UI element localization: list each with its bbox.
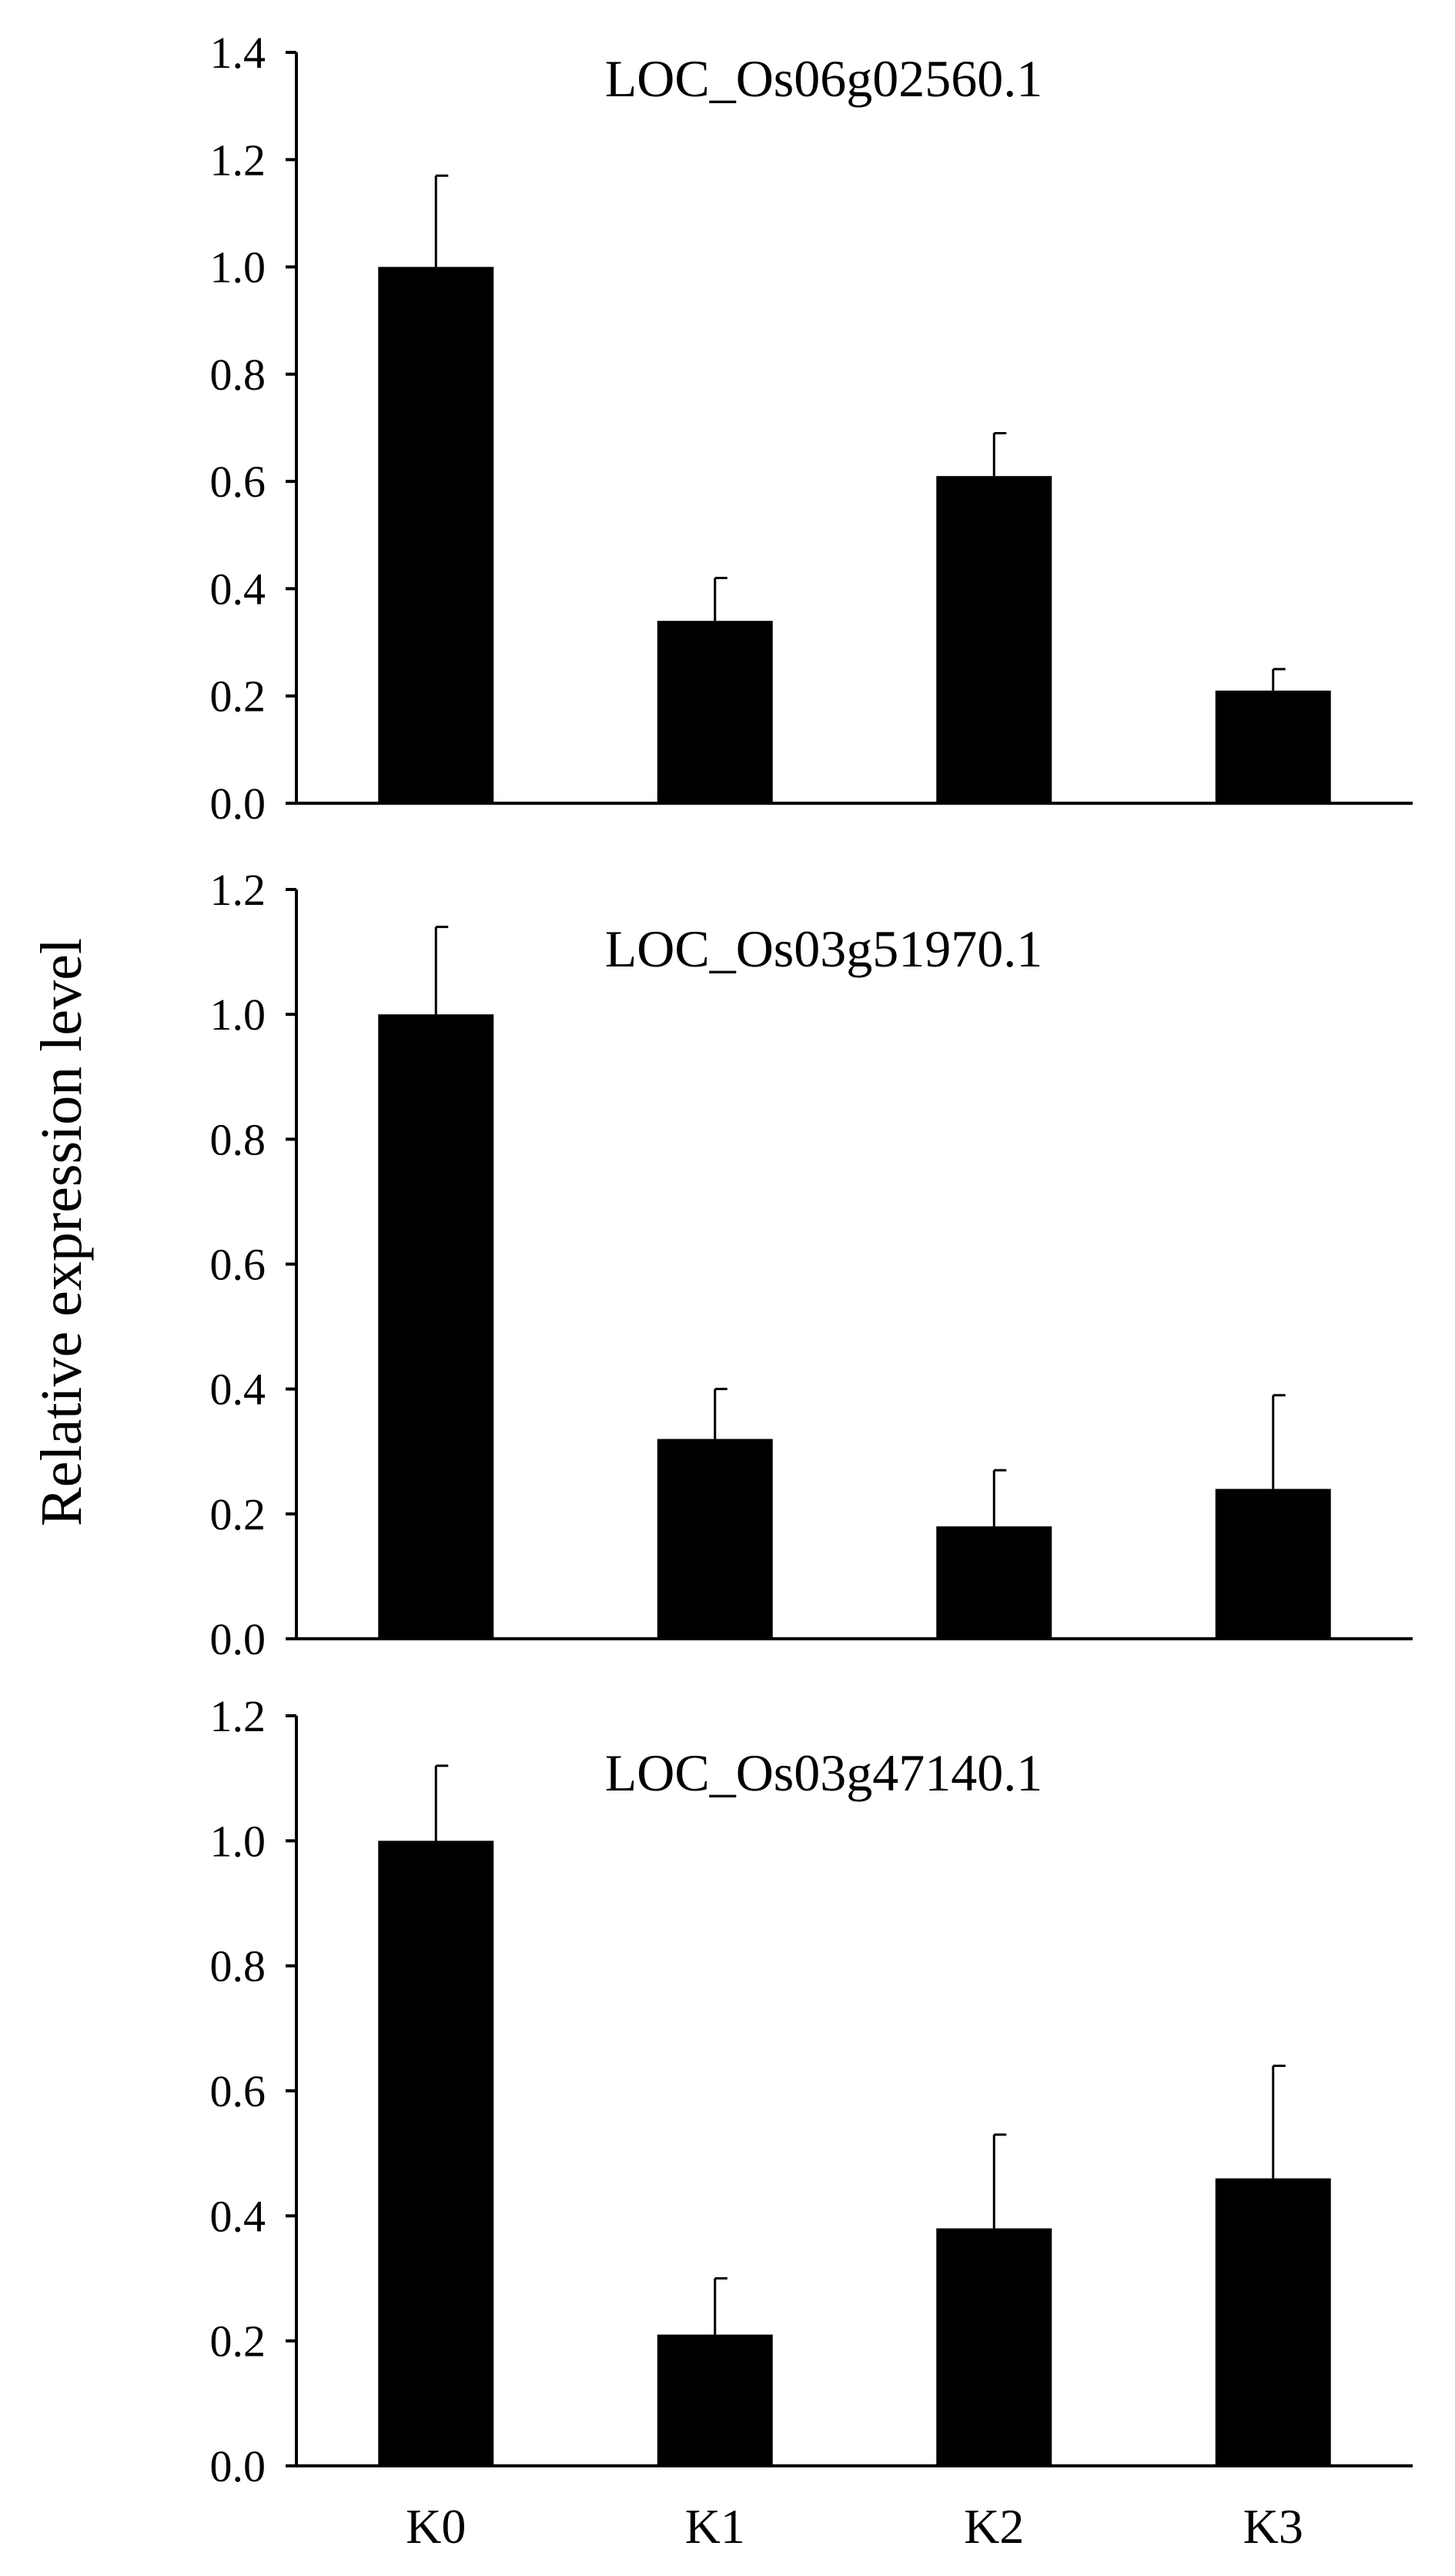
y-tick-label: 0.2 — [210, 1489, 266, 1539]
y-tick-label: 0.8 — [210, 1114, 266, 1164]
y-tick-label: 0.8 — [210, 1941, 266, 1991]
y-tick-label: 1.4 — [210, 28, 266, 78]
y-tick-label: 1.2 — [210, 865, 266, 915]
bar — [936, 476, 1052, 803]
y-tick-label: 1.0 — [210, 1816, 266, 1866]
y-tick-label: 0.2 — [210, 672, 266, 722]
y-tick-label: 0.6 — [210, 457, 266, 507]
bar — [1215, 2178, 1331, 2466]
y-tick-label: 0.2 — [210, 2316, 266, 2367]
bar — [657, 2334, 773, 2466]
y-tick-label: 1.0 — [210, 243, 266, 293]
bar — [936, 2228, 1052, 2466]
bar — [378, 1841, 494, 2466]
y-tick-label: 0.0 — [210, 1614, 266, 1664]
bar — [657, 621, 773, 803]
bar — [1215, 1489, 1331, 1639]
panel-title: LOC_Os03g51970.1 — [605, 920, 1043, 978]
y-tick-label: 1.0 — [210, 990, 266, 1040]
y-tick-label: 0.0 — [210, 779, 266, 829]
x-category-label: K1 — [685, 2499, 745, 2554]
y-tick-label: 0.0 — [210, 2441, 266, 2491]
bar — [378, 1014, 494, 1639]
panel-title: LOC_Os06g02560.1 — [605, 49, 1043, 108]
bar — [1215, 690, 1331, 803]
x-category-label: K3 — [1243, 2499, 1303, 2554]
y-tick-label: 0.6 — [210, 2066, 266, 2116]
y-tick-label: 0.4 — [210, 2191, 266, 2241]
bar — [378, 266, 494, 804]
panel-title: LOC_Os03g47140.1 — [605, 1744, 1043, 1802]
bar — [936, 1526, 1052, 1639]
y-tick-label: 0.6 — [210, 1240, 266, 1290]
y-tick-label: 0.4 — [210, 1365, 266, 1415]
y-tick-label: 1.2 — [210, 135, 266, 185]
y-tick-label: 1.2 — [210, 1691, 266, 1741]
y-axis-label: Relative expression level — [29, 938, 94, 1526]
x-category-label: K2 — [964, 2499, 1024, 2554]
y-tick-label: 0.4 — [210, 564, 266, 614]
y-tick-label: 0.8 — [210, 350, 266, 400]
x-category-label: K0 — [406, 2499, 466, 2554]
bar — [657, 1439, 773, 1639]
